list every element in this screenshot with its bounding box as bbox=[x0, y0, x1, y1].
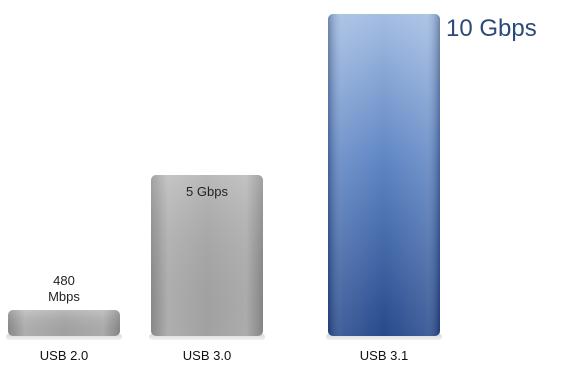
category-label: USB 3.1 bbox=[360, 348, 408, 363]
value-label: 10 Gbps bbox=[446, 15, 537, 42]
value-label: 5 Gbps bbox=[186, 184, 228, 199]
bars-layer bbox=[6, 14, 442, 340]
value-label: 480 bbox=[53, 273, 75, 288]
bar-shading bbox=[328, 14, 440, 336]
value-label: Mbps bbox=[48, 289, 80, 304]
category-label: USB 3.0 bbox=[183, 348, 231, 363]
category-label: USB 2.0 bbox=[40, 348, 88, 363]
bar-shading bbox=[8, 310, 120, 336]
bar-shading bbox=[151, 175, 263, 336]
